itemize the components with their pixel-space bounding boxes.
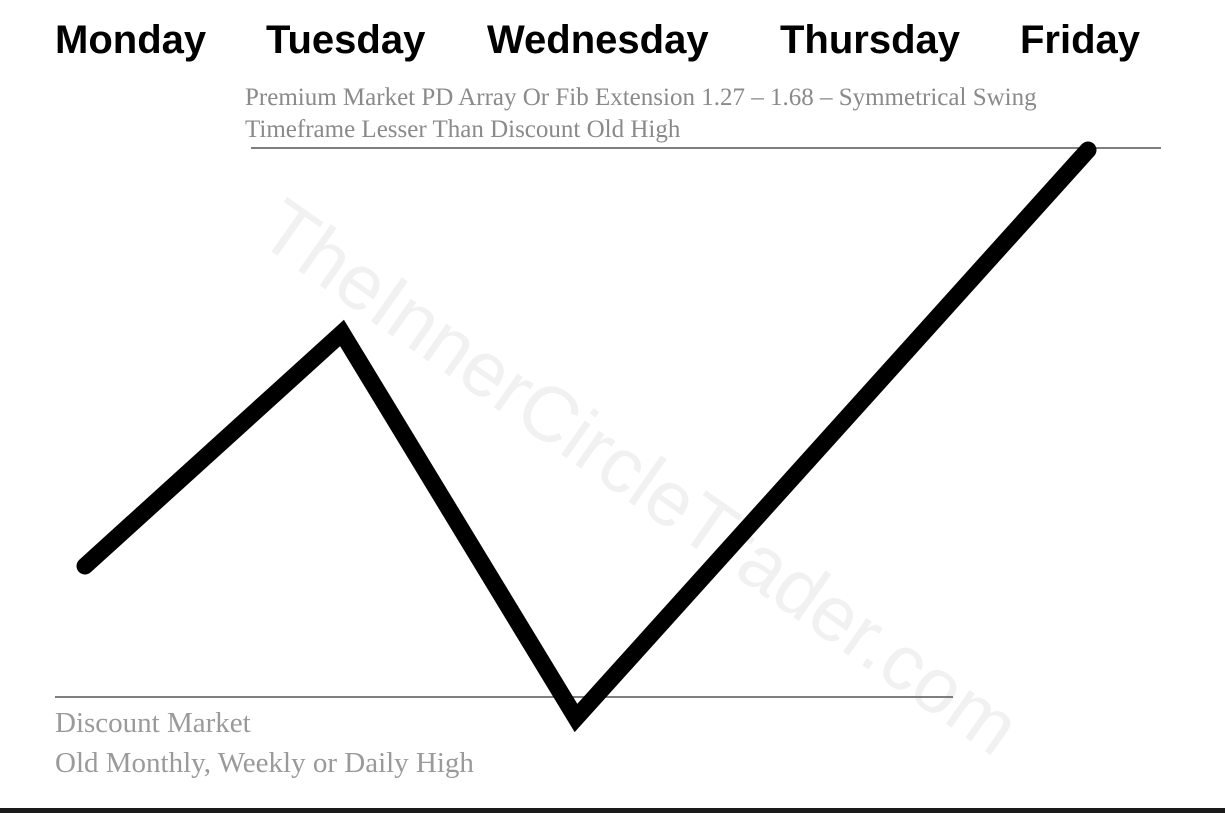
day-label-tuesday: Tuesday xyxy=(266,18,426,62)
day-label-wednesday: Wednesday xyxy=(487,18,709,62)
discount-annotation-line-1: Discount Market xyxy=(55,707,251,739)
watermark: TheInnerCircleTrader.com xyxy=(245,182,1035,772)
discount-market-annotation: Discount Market Old Monthly, Weekly or D… xyxy=(55,703,474,783)
premium-market-annotation: Premium Market PD Array Or Fib Extension… xyxy=(245,82,1037,146)
day-label-thursday: Thursday xyxy=(780,18,961,62)
day-label-monday: Monday xyxy=(55,18,207,62)
discount-annotation-line-2: Old Monthly, Weekly or Daily High xyxy=(55,747,474,779)
premium-annotation-line-1: Premium Market PD Array Or Fib Extension… xyxy=(245,84,1037,111)
day-label-friday: Friday xyxy=(1020,18,1141,62)
bottom-border-bar xyxy=(0,808,1225,813)
premium-annotation-line-2: Timeframe Lesser Than Discount Old High xyxy=(245,116,681,143)
weekly-price-swing-path xyxy=(76,141,1097,733)
